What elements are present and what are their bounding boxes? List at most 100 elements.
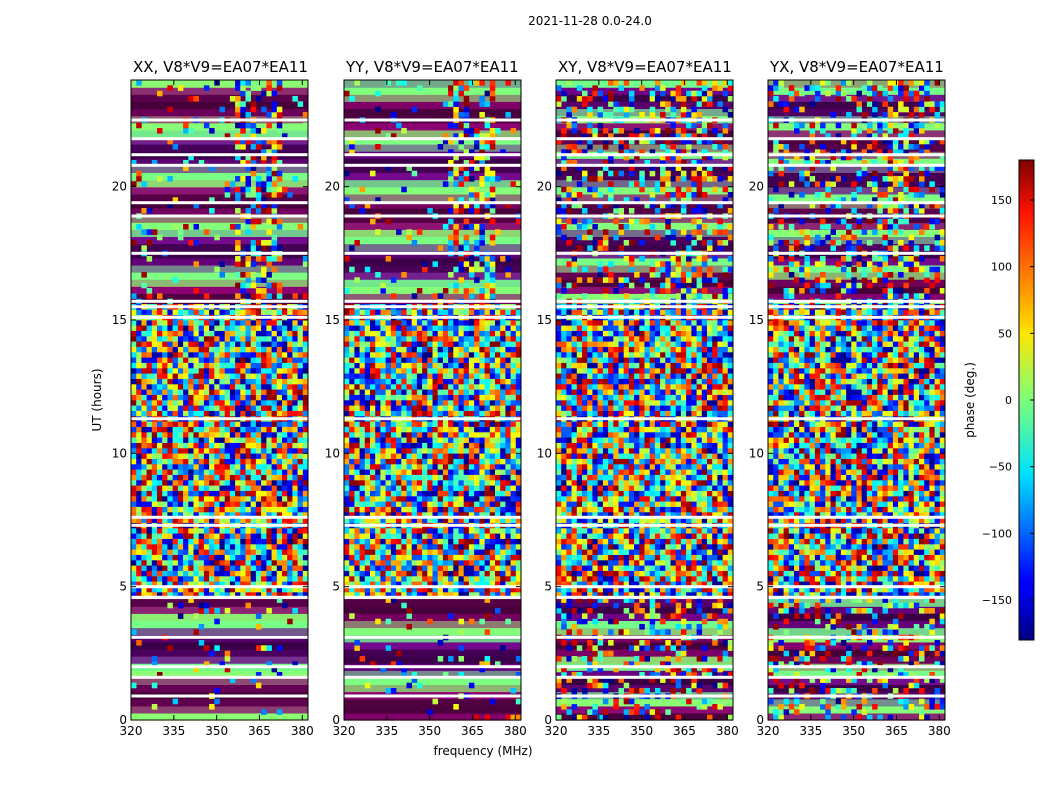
noise-cell [592,645,598,651]
noise-cell [271,533,278,539]
noise-cell [500,309,506,315]
noise-cell [136,501,142,507]
noise-cell [229,485,236,491]
phase-band [344,606,521,614]
noise-cell [271,186,278,193]
noise-cell [463,341,470,347]
noise-cell [193,490,199,497]
noise-cell [432,496,438,502]
noise-cell [474,202,480,209]
noise-cell [162,378,168,385]
noise-cell [250,357,257,363]
noise-cell [261,506,267,513]
noise-cell [229,538,236,545]
noise-cell [515,560,522,566]
noise-cell [628,661,635,667]
noise-cell [359,437,366,443]
noise-cell [214,341,220,347]
noise-cell [495,448,501,454]
noise-cell [292,565,298,571]
noise-cell [442,480,449,486]
noise-cell [442,138,449,145]
noise-cell [479,309,485,315]
noise-cell [375,90,381,97]
noise-cell [489,186,496,193]
noise-cell [495,421,501,427]
noise-cell [276,320,283,326]
noise-cell [500,496,506,502]
noise-cell [141,362,147,369]
noise-cell [385,517,392,523]
noise-cell [141,544,147,550]
noise-cell [214,442,220,449]
noise-cell [302,592,309,598]
noise-cell [359,480,366,486]
noise-cell [271,426,278,433]
noise-cell [183,352,189,358]
noise-cell [453,533,459,539]
noise-cell [276,426,283,433]
noise-cell [349,341,355,347]
noise-cell [141,341,147,347]
noise-cell [131,432,137,438]
noise-cell [261,554,267,561]
noise-cell [634,704,640,710]
noise-cell [489,698,496,705]
noise-cell [484,282,491,289]
noise-cell [510,309,517,315]
noise-cell [422,346,428,353]
noise-cell [474,138,480,145]
noise-cell [203,122,210,129]
heatmap-xx [131,80,309,721]
noise-cell [489,288,496,294]
noise-cell [271,362,278,369]
noise-cell [489,538,496,545]
noise-cell [261,442,267,449]
noise-cell [468,496,475,502]
noise-cell [193,442,199,449]
noise-cell [495,437,501,443]
noise-cell [458,277,464,283]
noise-cell [474,714,480,721]
noise-cell [380,325,386,331]
noise-cell [250,336,257,342]
noise-cell [151,517,158,523]
noise-cell [427,357,433,363]
noise-cell [255,501,262,507]
noise-cell [416,517,423,523]
noise-cell [250,309,257,315]
noise-cell [188,362,194,369]
noise-cell [448,576,454,582]
noise-cell [209,576,215,582]
noise-cell [515,421,522,427]
noise-cell [448,122,454,129]
noise-cell [297,480,304,486]
noise-cell [193,394,199,401]
phase-band [344,670,521,678]
noise-cell [437,357,444,363]
noise-cell [287,565,293,571]
noise-cell [266,85,272,91]
noise-cell [276,586,283,593]
noise-cell [510,325,517,331]
noise-cell [183,517,189,523]
noise-cell [370,170,376,177]
noise-cell [229,346,236,353]
noise-cell [474,384,480,390]
noise-cell [240,378,246,385]
noise-cell [380,309,386,315]
noise-cell [292,421,298,427]
noise-cell [354,410,360,417]
noise-cell [167,592,173,598]
phase-band-gradient [344,677,521,685]
noise-cell [235,357,241,363]
noise-cell [665,661,671,667]
noise-cell [597,640,604,646]
noise-cell [396,490,402,497]
noise-cell [375,410,381,417]
noise-cell [375,426,381,433]
noise-cell [364,528,371,534]
noise-cell [463,240,470,246]
noise-cell [427,485,433,491]
